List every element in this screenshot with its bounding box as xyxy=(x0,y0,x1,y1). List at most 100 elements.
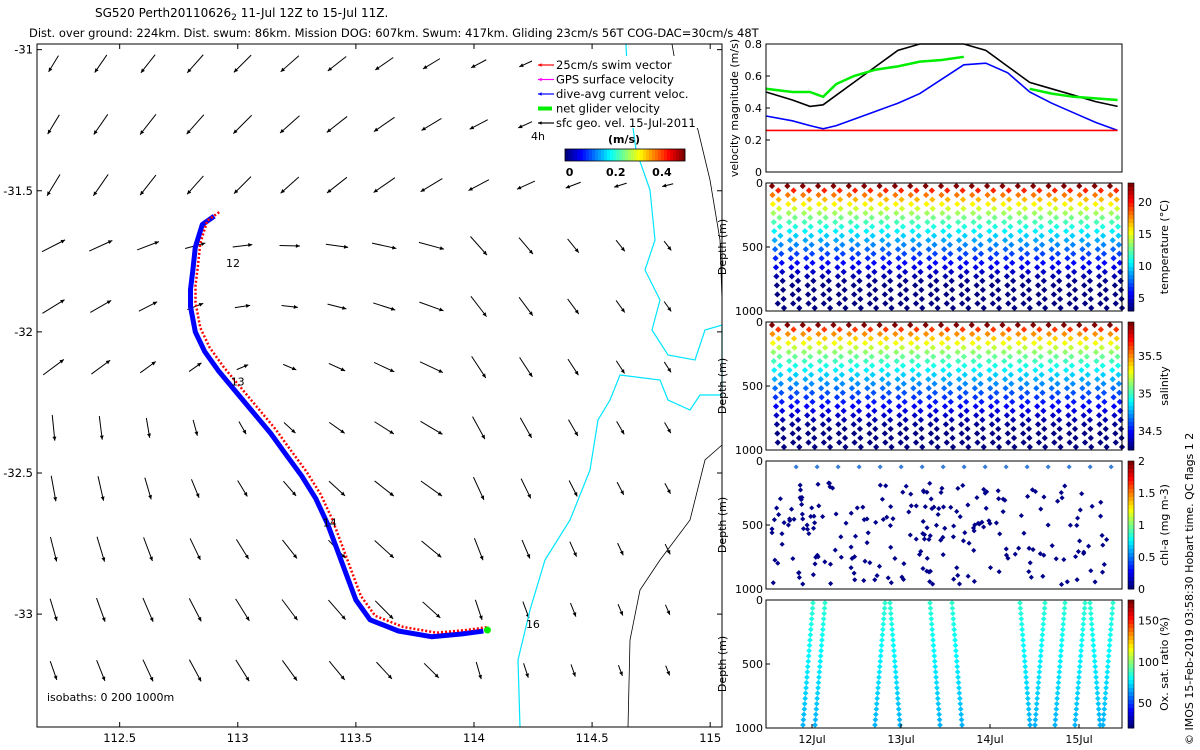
profile-point xyxy=(804,430,812,437)
profile-point xyxy=(1035,300,1043,307)
profile-point xyxy=(815,481,821,487)
profile-point xyxy=(784,321,791,329)
colorbar-tick-label: 35 xyxy=(1138,388,1152,401)
profile-point xyxy=(903,434,910,442)
profile-point xyxy=(882,326,889,333)
geo-velocity-arrow-head xyxy=(516,185,522,190)
profile-point xyxy=(953,182,960,190)
profile-point xyxy=(934,434,941,442)
profile-point xyxy=(956,394,964,401)
profile-point xyxy=(919,304,926,312)
depth-tick-label: 500 xyxy=(742,241,763,254)
profile-point xyxy=(863,376,870,383)
profile-point xyxy=(978,398,985,405)
profile-point xyxy=(849,264,856,271)
profile-point xyxy=(1003,412,1011,419)
profile-point xyxy=(837,335,844,342)
profile-point xyxy=(959,326,966,333)
profile-point xyxy=(912,291,919,298)
profile-point xyxy=(1054,389,1061,396)
profile-point xyxy=(1094,695,1101,702)
profile-point xyxy=(898,344,906,351)
profile-point xyxy=(1000,200,1007,208)
profile-point xyxy=(968,321,975,329)
colorbar-segment xyxy=(667,149,671,161)
profile-point xyxy=(852,533,859,539)
profile-point xyxy=(936,711,942,718)
colorbar-segment xyxy=(625,149,629,161)
profile-point xyxy=(1048,246,1055,253)
profile-point xyxy=(1086,543,1092,549)
profile-point xyxy=(786,367,793,374)
profile-point xyxy=(1022,362,1029,369)
geo-velocity-arrow-head xyxy=(469,125,475,130)
profile-point xyxy=(1011,304,1018,312)
profile-point xyxy=(970,228,978,235)
profile-point xyxy=(837,214,845,221)
geo-velocity-arrow-head xyxy=(439,246,445,251)
profile-point xyxy=(1021,205,1029,212)
colorbar-frame xyxy=(1127,182,1135,312)
profile-point xyxy=(1085,398,1093,405)
profile-point xyxy=(876,674,882,681)
profile-point xyxy=(895,403,903,410)
speed-colorbar: (m/s)4h0 0.2 0.4 xyxy=(531,130,686,179)
geo-velocity-arrow-head xyxy=(572,672,576,677)
colorbar-segment xyxy=(1128,295,1134,300)
colorbar-segment xyxy=(1128,565,1134,570)
profile-point xyxy=(954,565,960,571)
profile-point xyxy=(886,259,893,266)
profile-point xyxy=(1060,621,1067,628)
profile-point xyxy=(855,407,863,414)
colorbar-tick-label: 10 xyxy=(1138,260,1152,273)
profile-point xyxy=(1074,690,1081,697)
profile-point xyxy=(957,273,964,280)
profile-point xyxy=(1065,273,1072,280)
colorbar-tick-label: 1.5 xyxy=(1138,487,1156,500)
profile-point xyxy=(808,241,815,248)
profile-point xyxy=(895,394,902,401)
profile-point xyxy=(971,246,978,253)
profile-point xyxy=(1055,259,1062,266)
profile-point xyxy=(888,544,894,550)
profile-point xyxy=(1051,326,1058,333)
profile-point xyxy=(1039,626,1046,633)
profile-point xyxy=(979,425,986,433)
profile-point xyxy=(903,295,910,303)
profile-point xyxy=(1079,246,1086,253)
colorbar-segment xyxy=(595,149,599,161)
profile-point xyxy=(1086,268,1093,275)
profile-point xyxy=(950,616,957,622)
profile-point xyxy=(1019,626,1026,633)
profile-point xyxy=(923,200,930,208)
profile-point xyxy=(909,376,917,383)
profile-point xyxy=(1075,679,1082,686)
profile-point xyxy=(788,412,795,419)
profile-point xyxy=(832,547,838,553)
profile-point xyxy=(941,394,948,401)
profile-point xyxy=(1089,631,1096,638)
profile-point xyxy=(969,191,976,199)
profile-point xyxy=(1030,330,1037,338)
profile-point xyxy=(848,385,856,392)
profile-point xyxy=(919,443,926,451)
profile-point xyxy=(796,443,803,451)
profile-point xyxy=(816,348,823,356)
profile-point xyxy=(916,389,923,396)
profile-point xyxy=(820,300,827,307)
profile-point xyxy=(913,326,920,333)
profile-point xyxy=(808,621,815,628)
profile-point xyxy=(1037,344,1044,351)
profile-point xyxy=(1062,348,1069,356)
profile-point xyxy=(865,403,872,410)
profile-point xyxy=(1111,412,1118,419)
profile-point xyxy=(815,330,822,338)
profile-point xyxy=(900,241,907,248)
profile-point xyxy=(1039,631,1046,638)
profile-point xyxy=(1042,600,1048,606)
profile-point xyxy=(1038,506,1044,512)
profile-point xyxy=(1059,631,1066,638)
figure-title: SG520 Perth201106262 11-Jul 12Z to 15-Ju… xyxy=(29,6,760,40)
profile-point xyxy=(1037,551,1043,557)
